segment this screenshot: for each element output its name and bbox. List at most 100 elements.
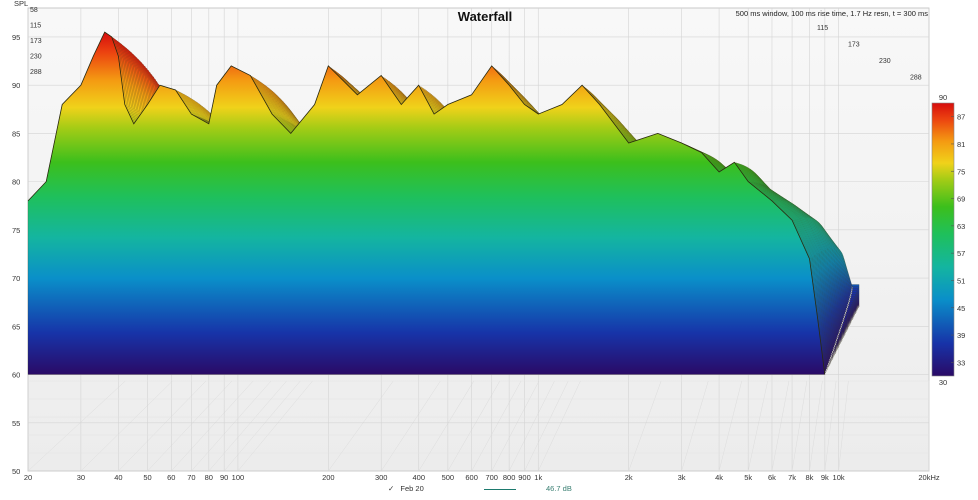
- y-tick-label: 90: [12, 81, 20, 90]
- y-tick-label: 80: [12, 178, 20, 187]
- colorbar-tick-label: 81: [957, 140, 965, 149]
- x-tick-label: 700: [485, 473, 498, 482]
- x-tick-label: 90: [220, 473, 228, 482]
- x-tick-label: 1k: [534, 473, 542, 482]
- x-tick-label: 2k: [625, 473, 633, 482]
- floor-grid-line: [208, 380, 287, 472]
- x-tick-label: 20: [24, 473, 32, 482]
- axes: 50 55 60 65 70 75 80 85 90 95 20 30 40 50 60 70 80 90 100 2…: [12, 7, 940, 482]
- x-tick-label: 8k: [806, 473, 814, 482]
- floor-grid-line: [538, 380, 581, 472]
- floor-grid-line: [809, 380, 823, 472]
- floor-grid-line: [471, 380, 522, 472]
- x-tick-label: 80: [205, 473, 213, 482]
- slices-group: [27, 31, 860, 375]
- x-tick-label: 300: [375, 473, 388, 482]
- x-tick-label: 7k: [788, 473, 796, 482]
- legend-series-toggle[interactable]: ✓ Feb 20: [388, 484, 424, 493]
- x-tick-label: 70: [187, 473, 195, 482]
- colorbar-tick-label: 75: [957, 167, 965, 176]
- floor-grid-line: [147, 380, 233, 472]
- floor-grid-line: [838, 380, 849, 472]
- floor-grid-line: [771, 380, 790, 472]
- y-axis-label: SPL: [14, 0, 28, 8]
- x-tick-label: 400: [412, 473, 425, 482]
- depth-tick-label-right: 288: [910, 75, 922, 82]
- colorbar-tick-label: 39: [957, 331, 965, 340]
- x-tick-label: 100: [232, 473, 245, 482]
- colorbar-min-label: 30: [939, 378, 947, 387]
- x-tick-label: 900: [518, 473, 531, 482]
- depth-tick-label-right: 173: [848, 42, 860, 49]
- y-tick-label: 55: [12, 419, 20, 428]
- x-tick-label: 9k: [821, 473, 829, 482]
- colorbar-tick-label: 63: [957, 222, 965, 231]
- colorbar-max-label: 90: [939, 93, 947, 102]
- x-tick-label: 3k: [678, 473, 686, 482]
- legend-series-name: Feb 20: [400, 484, 424, 493]
- chart-info: 500 ms window, 100 ms rise time, 1.7 Hz …: [736, 9, 929, 18]
- colorbar-tick-label: 57: [957, 249, 965, 258]
- depth-tick-label-left: 58: [30, 7, 38, 14]
- x-tick-label: 30: [77, 473, 85, 482]
- x-tick-label: 4k: [715, 473, 723, 482]
- floor-grid-line: [191, 380, 272, 472]
- depth-tick-label-right: 115: [817, 25, 828, 32]
- check-icon[interactable]: ✓: [388, 484, 395, 493]
- x-tick-label: 20kHz: [918, 473, 940, 482]
- legend-series-value: 46.7 dB: [546, 484, 572, 493]
- floor-grid-line: [628, 380, 662, 472]
- x-tick-label: 6k: [768, 473, 776, 482]
- x-tick-label: 40: [114, 473, 122, 482]
- floor-grid-line: [447, 380, 501, 472]
- y-tick-label: 75: [12, 226, 20, 235]
- y-tick-label: 65: [12, 322, 20, 331]
- floor-grid-line: [491, 380, 540, 472]
- legend-series-line: [484, 489, 516, 490]
- colorbar-tick-label: 69: [957, 195, 965, 204]
- y-tick-label: 85: [12, 129, 20, 138]
- depth-tick-label-right: 230: [879, 58, 891, 65]
- front-slice-line: [27, 31, 826, 375]
- y-tick-label: 95: [12, 33, 20, 42]
- floor-grid-line: [237, 380, 313, 472]
- floor-grid-line: [328, 380, 394, 472]
- floor-grid-line: [824, 380, 837, 472]
- colorbar-tick-label: 51: [957, 276, 965, 285]
- x-tick-label: 500: [442, 473, 455, 482]
- colorbar: 90 30 33 39 45 51 57 63 69 75 81 87: [931, 93, 965, 387]
- x-tick-label: 800: [503, 473, 516, 482]
- floor-grid-line: [171, 380, 254, 472]
- colorbar-tick-label: 87: [957, 113, 965, 122]
- x-tick-label: 50: [143, 473, 151, 482]
- x-tick-label: 600: [465, 473, 478, 482]
- floor-grid-line: [508, 380, 555, 472]
- y-tick-label: 50: [12, 467, 20, 476]
- colorbar-gradient: [931, 102, 955, 377]
- floor-grid-line: [27, 380, 126, 472]
- depth-tick-label-left: 230: [30, 54, 42, 61]
- y-tick-label: 70: [12, 274, 20, 283]
- x-tick-label: 5k: [744, 473, 752, 482]
- floor-grid-line: [791, 380, 808, 472]
- x-tick-label: 60: [167, 473, 175, 482]
- floor-grid-line: [747, 380, 768, 472]
- depth-tick-label-left: 115: [30, 23, 41, 30]
- depth-tick-label-left: 173: [30, 38, 42, 45]
- chart-title: Waterfall: [458, 9, 512, 24]
- depth-tick-label-left: 288: [30, 69, 42, 76]
- floor-grid-line: [381, 380, 441, 472]
- y-tick-label: 60: [12, 371, 20, 380]
- floor-grid-line: [80, 380, 173, 472]
- colorbar-tick-label: 33: [957, 358, 965, 367]
- colorbar-tick-label: 45: [957, 304, 965, 313]
- x-tick-label: 10k: [833, 473, 845, 482]
- waterfall-surface: [27, 31, 860, 375]
- floor-grid-line: [681, 380, 709, 472]
- floor-grid-line: [524, 380, 569, 472]
- floor-grid-line: [718, 380, 742, 472]
- x-tick-label: 200: [322, 473, 335, 482]
- floor-grid-line: [223, 380, 301, 472]
- floor-grid-line: [418, 380, 475, 472]
